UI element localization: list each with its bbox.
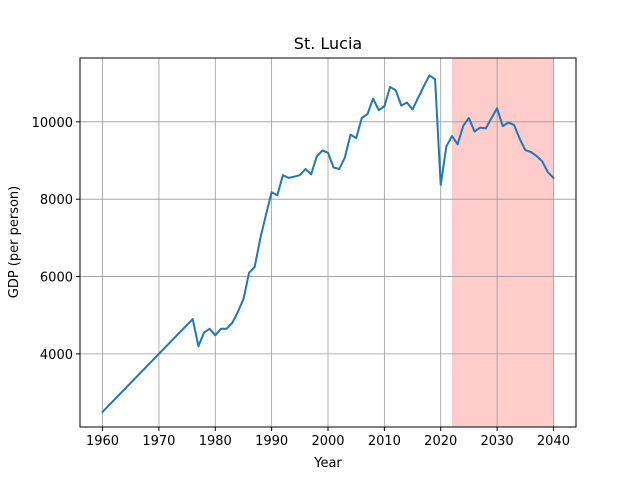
x-tick-label: 2010 xyxy=(368,434,401,449)
gdp-series-line xyxy=(101,74,555,413)
x-tick-label: 2040 xyxy=(537,434,570,449)
x-tick-label: 1980 xyxy=(199,434,232,449)
x-tick-label: 1970 xyxy=(142,434,175,449)
highlight-region xyxy=(452,58,554,427)
y-axis-title: GDP (per person) xyxy=(7,186,22,299)
highlight-region-layer xyxy=(452,58,554,427)
y-tick-label: 8000 xyxy=(40,193,73,208)
x-tick-label: 1990 xyxy=(255,434,288,449)
y-tick-label: 6000 xyxy=(40,271,73,286)
grid-layer xyxy=(80,58,576,427)
tick-layer: 1960 1970 1980 1990 2000 2010 2020 2030 2040 4000… xyxy=(32,116,570,449)
y-tick-label: 10000 xyxy=(32,116,73,131)
x-tick-label: 2020 xyxy=(424,434,457,449)
x-tick-label: 2000 xyxy=(311,434,344,449)
x-tick-label: 2030 xyxy=(481,434,514,449)
y-tick-label: 4000 xyxy=(40,348,73,363)
series-layer xyxy=(101,74,555,413)
x-axis-title: Year xyxy=(313,456,342,471)
chart-title: St. Lucia xyxy=(294,34,362,53)
x-tick-label: 1960 xyxy=(86,434,119,449)
